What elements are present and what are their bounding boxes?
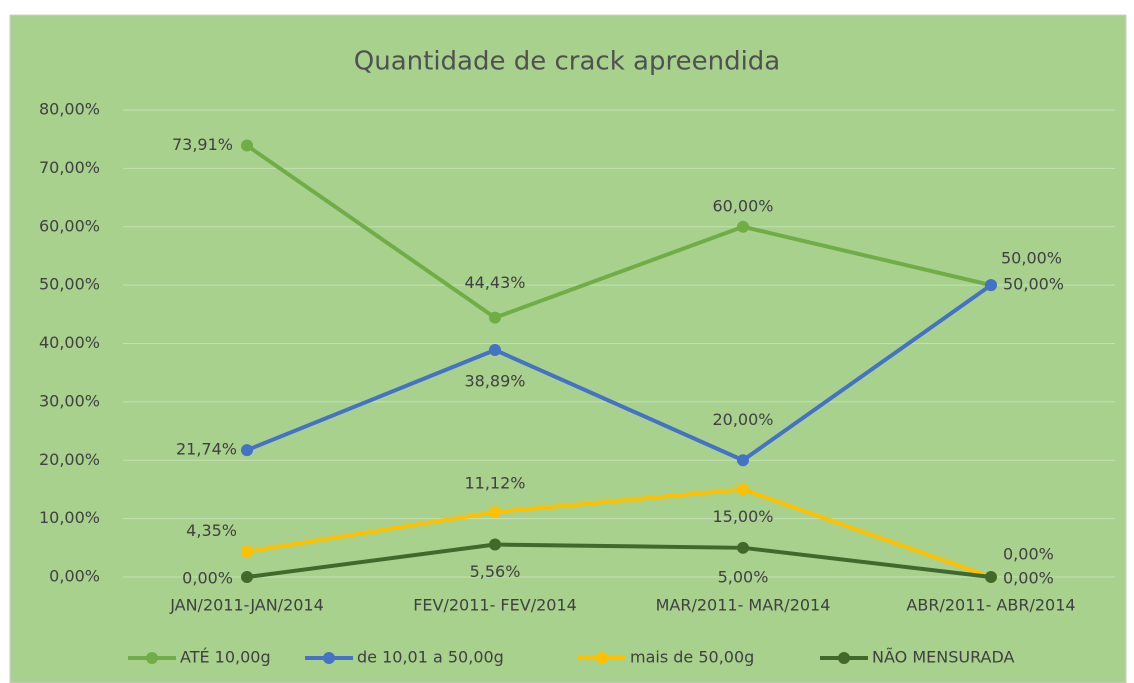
legend-label: mais de 50,00g [630, 648, 754, 667]
y-tick-label: 40,00% [39, 333, 100, 352]
data-label: 0,00% [182, 569, 233, 588]
y-tick-label: 50,00% [39, 275, 100, 294]
marker [737, 483, 749, 496]
marker [489, 343, 501, 356]
legend-marker [838, 652, 850, 664]
data-label: 50,00% [1001, 249, 1062, 268]
data-label: 21,74% [176, 440, 237, 459]
marker [489, 506, 501, 519]
data-label: 44,43% [464, 273, 525, 292]
marker [737, 220, 749, 233]
legend-label: ATÉ 10,00g [180, 648, 271, 667]
marker [489, 538, 501, 551]
marker [241, 571, 253, 583]
data-label: 0,00% [1003, 545, 1054, 564]
legend-marker [323, 652, 335, 664]
legend-marker [146, 652, 158, 664]
marker [241, 444, 253, 457]
marker [241, 139, 253, 152]
y-tick-label: 60,00% [39, 216, 100, 235]
data-label: 0,00% [1003, 569, 1054, 588]
x-tick-label: JAN/2011-JAN/2014 [169, 596, 324, 615]
x-tick-label: ABR/2011- ABR/2014 [906, 596, 1075, 615]
line [246, 542, 992, 579]
data-label: 60,00% [712, 196, 773, 215]
marker [241, 545, 253, 558]
data-label: 15,00% [712, 507, 773, 526]
marker [985, 279, 997, 292]
data-label: 11,12% [464, 474, 525, 493]
y-tick-label: 70,00% [39, 158, 100, 177]
y-tick-label: 30,00% [39, 391, 100, 410]
marker [985, 571, 997, 583]
data-label: 5,56% [470, 562, 521, 581]
data-label: 20,00% [712, 410, 773, 429]
legend-label: NÃO MENSURADA [872, 648, 1015, 667]
chart-title: Quantidade de crack apreendida [354, 47, 780, 77]
data-label: 38,89% [464, 371, 525, 390]
data-label: 73,91% [172, 135, 233, 154]
x-tick-label: MAR/2011- MAR/2014 [656, 596, 831, 615]
y-tick-label: 20,00% [39, 450, 100, 469]
x-tick-label: FEV/2011- FEV/2014 [413, 596, 577, 615]
y-tick-label: 0,00% [49, 567, 100, 586]
y-tick-label: 10,00% [39, 508, 100, 527]
data-label: 4,35% [186, 521, 237, 540]
y-tick-label: 80,00% [39, 100, 100, 119]
data-label: 5,00% [718, 567, 769, 586]
marker [737, 541, 749, 554]
legend-marker [596, 652, 608, 664]
line [246, 283, 993, 463]
marker [737, 454, 749, 467]
chart-background [9, 14, 1127, 683]
legend-label: de 10,01 a 50,00g [357, 648, 504, 667]
data-label: 50,00% [1003, 275, 1064, 294]
marker [489, 311, 501, 324]
line [245, 143, 992, 320]
line [246, 487, 992, 579]
